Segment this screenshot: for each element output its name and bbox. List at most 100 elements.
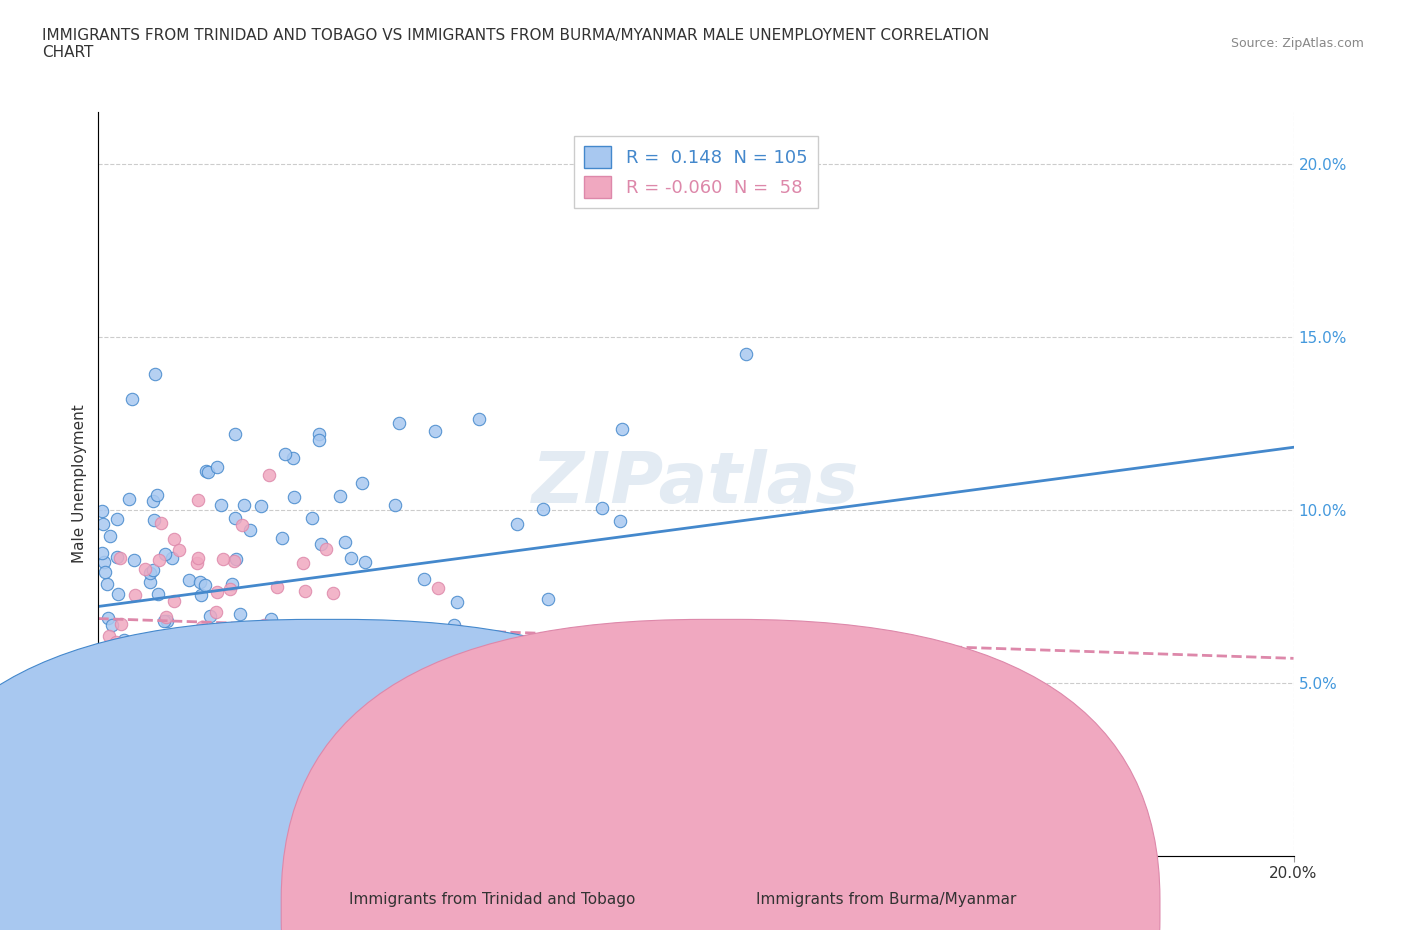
Point — [142, 563, 165, 578]
Point — [340, 551, 363, 565]
Point — [112, 632, 135, 647]
Point — [183, 687, 205, 702]
Point — [266, 579, 288, 594]
Point — [98, 629, 121, 644]
Point — [146, 708, 169, 723]
Point — [294, 583, 316, 598]
Point — [198, 702, 221, 717]
Point — [211, 498, 233, 512]
Legend: R =  0.148  N = 105, R = -0.060  N =  58: R = 0.148 N = 105, R = -0.060 N = 58 — [574, 136, 818, 208]
Point — [311, 537, 333, 551]
Text: ZIPatlas: ZIPatlas — [533, 449, 859, 518]
Point — [112, 651, 135, 666]
Point — [316, 716, 339, 731]
Point — [195, 463, 218, 478]
Point — [221, 577, 243, 591]
Point — [121, 693, 143, 708]
Point — [136, 639, 159, 654]
Point — [90, 503, 112, 518]
Point — [188, 575, 211, 590]
Point — [384, 498, 406, 512]
Point — [591, 500, 613, 515]
Point — [157, 644, 180, 659]
Point — [531, 502, 554, 517]
Point — [156, 687, 179, 702]
Point — [163, 532, 186, 547]
Point — [218, 581, 240, 596]
Point — [132, 674, 155, 689]
Point — [134, 660, 156, 675]
Point — [110, 551, 132, 565]
Point — [110, 646, 132, 661]
Point — [446, 594, 468, 609]
Point — [139, 642, 162, 657]
Point — [735, 347, 758, 362]
Point — [104, 638, 127, 653]
Point — [118, 492, 141, 507]
Point — [91, 517, 114, 532]
Point — [204, 658, 226, 673]
Point — [257, 468, 280, 483]
Point — [118, 644, 141, 659]
Point — [249, 498, 271, 513]
Point — [107, 550, 129, 565]
Point — [610, 421, 633, 436]
Point — [115, 699, 138, 714]
Point — [179, 697, 201, 711]
Point — [846, 809, 869, 824]
Point — [124, 587, 146, 602]
Y-axis label: Male Unemployment: Male Unemployment — [72, 405, 87, 563]
Point — [224, 427, 246, 442]
Point — [120, 644, 142, 658]
Point — [350, 475, 373, 490]
Point — [190, 690, 212, 705]
Point — [104, 634, 127, 649]
Point — [157, 720, 180, 735]
Point — [186, 556, 208, 571]
Point — [121, 392, 143, 406]
Point — [107, 587, 129, 602]
Point — [155, 609, 177, 624]
Point — [163, 593, 186, 608]
Point — [401, 641, 423, 656]
Point — [122, 668, 145, 683]
Point — [413, 572, 436, 587]
Point — [93, 555, 115, 570]
Point — [187, 493, 209, 508]
Point — [205, 459, 228, 474]
Point — [301, 511, 323, 525]
Point — [176, 704, 198, 719]
Point — [143, 366, 166, 381]
Point — [143, 672, 166, 687]
Point — [94, 565, 117, 579]
Point — [318, 660, 340, 675]
Point — [143, 512, 166, 527]
Point — [98, 694, 121, 709]
Point — [89, 651, 111, 666]
Point — [301, 631, 323, 646]
Point — [91, 546, 114, 561]
Point — [97, 725, 120, 740]
Point — [263, 651, 285, 666]
Point — [205, 584, 228, 599]
Point — [122, 552, 145, 567]
Point — [146, 487, 169, 502]
Text: Immigrants from Trinidad and Tobago: Immigrants from Trinidad and Tobago — [349, 892, 636, 907]
Point — [443, 618, 465, 632]
Point — [225, 551, 247, 566]
Point — [205, 604, 228, 619]
Point — [209, 700, 232, 715]
Point — [152, 719, 174, 734]
Point — [148, 587, 170, 602]
Point — [153, 546, 176, 561]
Point — [148, 552, 170, 567]
Point — [179, 572, 201, 587]
Point — [191, 620, 214, 635]
Point — [153, 614, 176, 629]
Point — [155, 613, 177, 628]
Point — [103, 640, 125, 655]
Point — [101, 618, 124, 632]
Point — [229, 607, 252, 622]
Point — [239, 652, 262, 667]
Text: IMMIGRANTS FROM TRINIDAD AND TOBAGO VS IMMIGRANTS FROM BURMA/MYANMAR MALE UNEMPL: IMMIGRANTS FROM TRINIDAD AND TOBAGO VS I… — [42, 28, 990, 60]
